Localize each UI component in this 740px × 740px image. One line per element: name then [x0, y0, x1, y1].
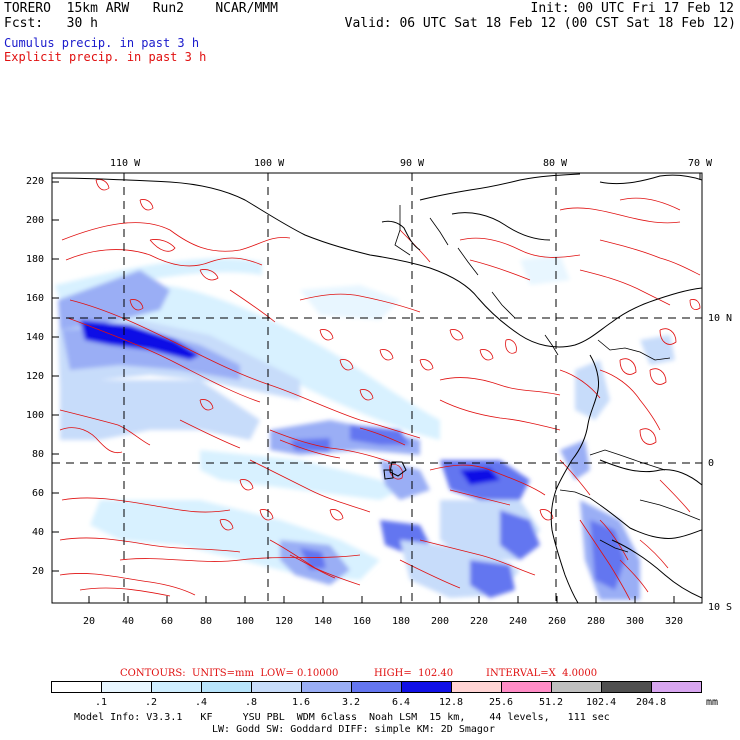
y-tick-label: 20 [32, 566, 45, 577]
x-tick-label: 320 [665, 616, 684, 627]
x-tick-label: 80 [200, 616, 213, 627]
axis-tick-marks [52, 173, 702, 604]
colorbar-units: mm [706, 697, 719, 708]
lon-label-80w: 80 W [543, 158, 568, 169]
lat-label-10s: 10 S [708, 602, 733, 613]
colorbar-swatch [551, 681, 602, 693]
legend-explicit: Explicit precip. in past 3 h [4, 50, 207, 64]
precip-contours [59, 179, 701, 601]
colorbar-label: 12.8 [439, 697, 464, 708]
colorbar-label: 1.6 [292, 697, 311, 708]
lon-label-90w: 90 W [400, 158, 425, 169]
x-tick-label: 200 [431, 616, 450, 627]
colorbar-swatch [401, 681, 452, 693]
coastline [52, 173, 702, 603]
x-tick-label: 160 [353, 616, 372, 627]
colorbar-swatch [601, 681, 652, 693]
x-tick-label: 280 [587, 616, 606, 627]
colorbar-swatch [201, 681, 252, 693]
x-tick-label: 40 [122, 616, 135, 627]
x-tick-label: 180 [392, 616, 411, 627]
colorbar-swatch [351, 681, 402, 693]
y-tick-label: 40 [32, 527, 45, 538]
lat-label-0: 0 [708, 458, 715, 469]
x-tick-label: 300 [626, 616, 645, 627]
y-tick-label: 200 [26, 215, 45, 226]
colorbar-swatch [51, 681, 102, 693]
colorbar-label: 6.4 [392, 697, 411, 708]
legend-cumulus: Cumulus precip. in past 3 h [4, 36, 200, 50]
x-tick-label: 60 [161, 616, 174, 627]
x-tick-label: 120 [275, 616, 294, 627]
contour-info-label: CONTOURS: UNITS=mm LOW= 0.10000 [120, 668, 339, 679]
x-tick-label: 260 [548, 616, 567, 627]
lat-label-10n: 10 N [708, 313, 733, 324]
colorbar-swatch [651, 681, 702, 693]
contour-info-interval: INTERVAL=X 4.0000 [486, 668, 598, 679]
y-tick-label: 80 [32, 449, 45, 460]
colorbar-swatch [301, 681, 352, 693]
x-tick-label: 220 [470, 616, 489, 627]
lon-label-70w: 70 W [688, 158, 713, 169]
colorbar-label: 102.4 [586, 697, 617, 708]
colorbar-label: .4 [195, 697, 208, 708]
colorbar-swatch [151, 681, 202, 693]
colorbar-swatch [101, 681, 152, 693]
colorbar-label: .1 [95, 697, 108, 708]
colorbar-label: .8 [245, 697, 258, 708]
x-tick-label: 140 [314, 616, 333, 627]
colorbar-swatch [501, 681, 552, 693]
lat-lon-grid [52, 173, 702, 603]
colorbar-label: .2 [145, 697, 158, 708]
physics-info: LW: Godd SW: Goddard DIFF: simple KM: 2D… [212, 724, 495, 735]
lon-label-100w: 100 W [254, 158, 285, 169]
init-time: Init: 00 UTC Fri 17 Feb 12 [530, 1, 735, 16]
colorbar-label: 3.2 [342, 697, 361, 708]
colorbar-swatch [251, 681, 302, 693]
x-tick-label: 100 [236, 616, 255, 627]
y-tick-label: 100 [26, 410, 45, 421]
model-info: Model Info: V3.3.1 KF YSU PBL WDM 6class… [74, 712, 610, 723]
x-tick-label: 20 [83, 616, 96, 627]
y-tick-label: 120 [26, 371, 45, 382]
y-tick-label: 60 [32, 488, 45, 499]
colorbar-label: 204.8 [636, 697, 667, 708]
y-tick-label: 180 [26, 254, 45, 265]
y-tick-label: 140 [26, 332, 45, 343]
colorbar-label: 51.2 [539, 697, 564, 708]
model-title: TORERO 15km ARW Run2 NCAR/MMM [4, 1, 278, 16]
forecast-hour: Fcst: 30 h [4, 16, 98, 31]
x-tick-label: 240 [509, 616, 528, 627]
y-tick-label: 220 [26, 176, 45, 187]
country-borders [394, 205, 701, 553]
precipitation-shading [55, 255, 675, 600]
colorbar-label: 25.6 [489, 697, 514, 708]
contour-info-high: HIGH= 102.40 [374, 668, 454, 679]
plot-frame [51, 172, 703, 604]
valid-time: Valid: 06 UTC Sat 18 Feb 12 (00 CST Sat … [344, 16, 736, 31]
colorbar-swatch [451, 681, 502, 693]
lon-label-110w: 110 W [110, 158, 141, 169]
y-tick-label: 160 [26, 293, 45, 304]
